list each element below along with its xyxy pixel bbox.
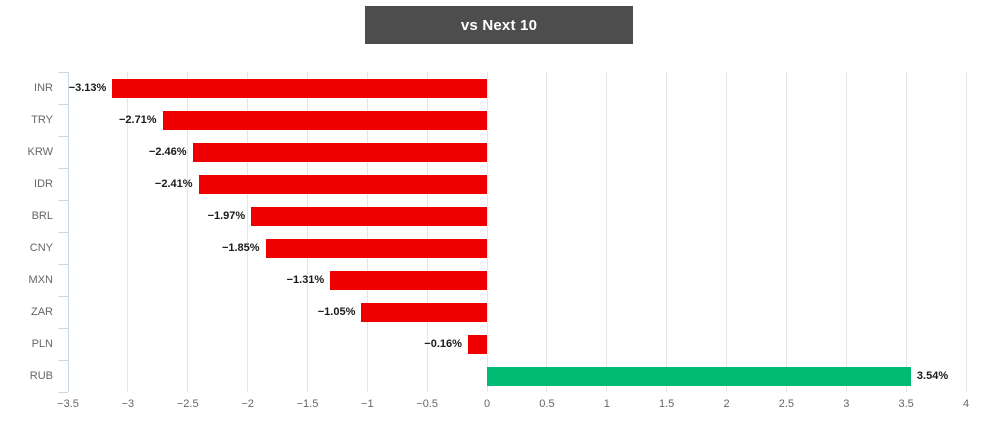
category-label: PLN <box>31 338 53 350</box>
value-label: −1.97% <box>207 210 246 222</box>
y-axis-tick <box>58 200 68 201</box>
x-tick-label: 4 <box>962 398 970 410</box>
bar[interactable] <box>251 206 488 226</box>
y-axis-tick <box>58 104 68 105</box>
gridline <box>127 72 129 392</box>
x-tick-label: −1.5 <box>296 398 319 410</box>
value-label: 3.54% <box>916 370 949 382</box>
gridline <box>726 72 728 392</box>
gridline <box>666 72 668 392</box>
bar[interactable] <box>467 334 488 354</box>
bar[interactable] <box>198 174 488 194</box>
x-tick-label: 0 <box>484 398 491 410</box>
category-label: IDR <box>34 178 53 190</box>
x-tick-label: 1.5 <box>659 398 675 410</box>
value-label: −0.16% <box>424 338 462 350</box>
gridline <box>187 72 189 392</box>
bar[interactable] <box>112 78 488 98</box>
gridline <box>486 72 488 392</box>
bar[interactable] <box>265 238 488 258</box>
x-tick-label: −3.5 <box>57 398 79 410</box>
y-axis-tick <box>58 232 68 233</box>
y-axis-tick <box>58 264 68 265</box>
x-tick-label: 3.5 <box>898 398 914 410</box>
gridline <box>965 72 967 392</box>
y-axis-tick <box>58 72 68 73</box>
y-axis-tick <box>58 392 68 393</box>
value-label: −2.71% <box>118 114 157 126</box>
category-label: BRL <box>31 210 53 222</box>
gridline <box>247 72 249 392</box>
y-axis-tick <box>58 296 68 297</box>
y-axis-tick <box>58 168 68 169</box>
x-tick-label: 1 <box>603 398 610 410</box>
bar[interactable] <box>330 270 488 290</box>
x-tick-label: −2.5 <box>176 398 199 410</box>
bar[interactable] <box>162 110 488 130</box>
gridline <box>546 72 548 392</box>
category-label: INR <box>34 82 53 94</box>
y-axis-line <box>68 72 69 392</box>
y-axis-tick <box>58 136 68 137</box>
x-tick-label: 0.5 <box>539 398 555 410</box>
category-label: RUB <box>29 370 53 382</box>
x-tick-label: −3 <box>121 398 135 410</box>
gridline <box>366 72 368 392</box>
bar[interactable] <box>487 366 911 386</box>
category-label: KRW <box>27 146 53 158</box>
category-label: MXN <box>28 274 53 286</box>
value-label: −1.85% <box>221 242 260 254</box>
gridline <box>845 72 847 392</box>
value-label: −2.41% <box>154 178 193 190</box>
value-label: −3.13% <box>68 82 107 94</box>
x-tick-label: 3 <box>843 398 850 410</box>
x-tick-label: −1 <box>361 398 374 410</box>
y-axis-tick <box>58 328 68 329</box>
gridline <box>306 72 308 392</box>
x-tick-label: 2.5 <box>778 398 795 410</box>
bar[interactable] <box>192 142 488 162</box>
bar[interactable] <box>361 302 488 322</box>
gridline <box>426 72 428 392</box>
x-tick-label: −2 <box>241 398 254 410</box>
x-tick-label: −0.5 <box>416 398 439 410</box>
value-label: −1.31% <box>286 274 325 286</box>
category-label: CNY <box>29 242 53 254</box>
category-label: TRY <box>31 114 53 126</box>
gridline <box>785 72 787 392</box>
gridline <box>905 72 907 392</box>
x-tick-label: 2 <box>723 398 730 410</box>
category-label: ZAR <box>31 306 53 318</box>
y-axis-tick <box>58 360 68 361</box>
chart-title: vs Next 10 <box>365 6 633 44</box>
value-label: −2.46% <box>148 146 187 158</box>
value-label: −1.05% <box>317 306 356 318</box>
gridline <box>606 72 608 392</box>
